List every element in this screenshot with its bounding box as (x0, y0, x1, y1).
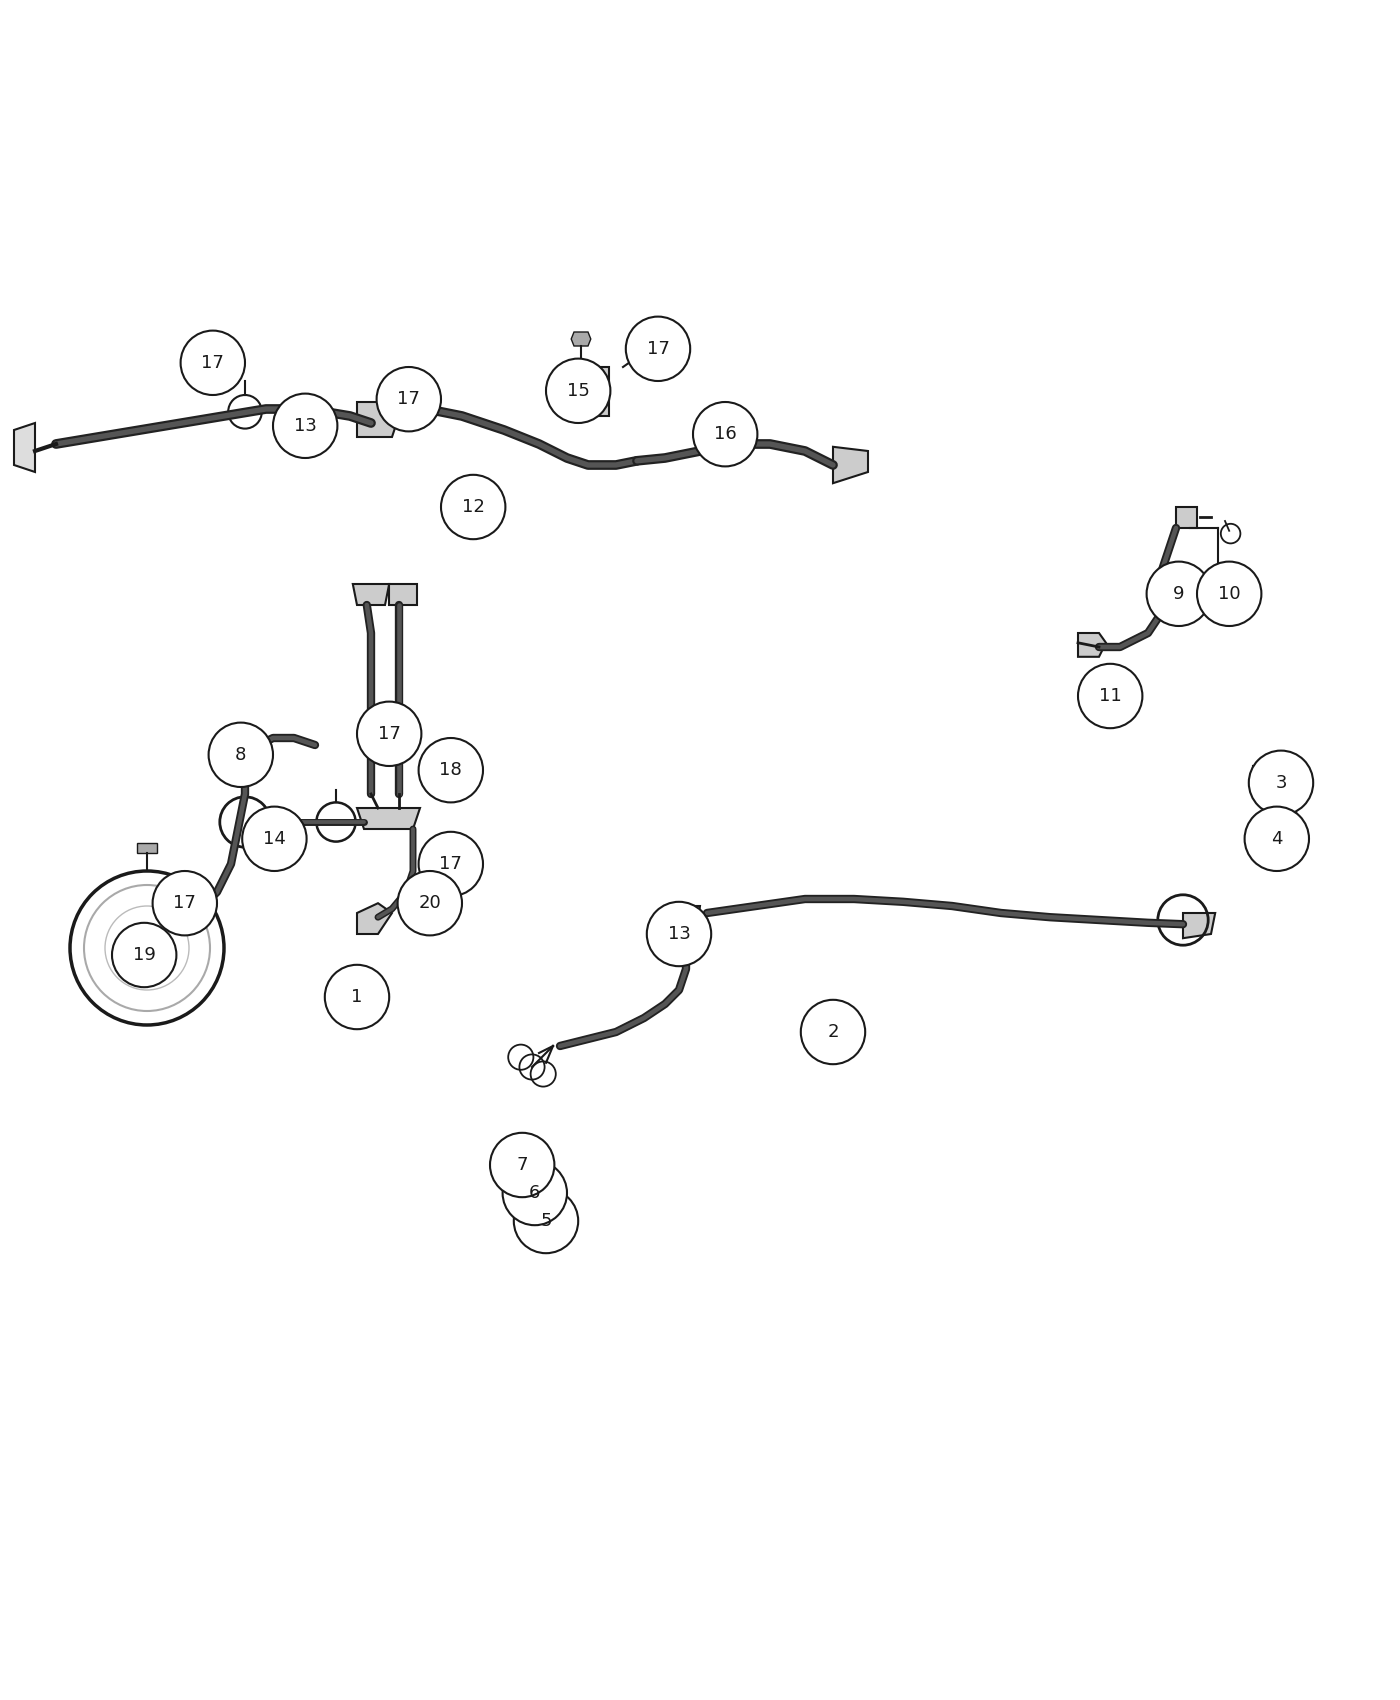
Circle shape (325, 966, 389, 1028)
Polygon shape (357, 903, 392, 933)
Polygon shape (137, 843, 157, 853)
Circle shape (209, 722, 273, 787)
Circle shape (546, 359, 610, 423)
Circle shape (398, 870, 462, 935)
Text: 17: 17 (174, 894, 196, 913)
Circle shape (647, 901, 711, 966)
Circle shape (357, 702, 421, 767)
Text: 16: 16 (714, 425, 736, 444)
Circle shape (1197, 561, 1261, 626)
Text: 13: 13 (668, 925, 690, 944)
Circle shape (153, 870, 217, 935)
Polygon shape (357, 401, 399, 437)
Text: 18: 18 (440, 762, 462, 779)
Circle shape (1147, 561, 1211, 626)
Circle shape (503, 1161, 567, 1226)
Polygon shape (353, 585, 389, 605)
Circle shape (1249, 751, 1313, 814)
Text: 17: 17 (440, 855, 462, 874)
Circle shape (693, 401, 757, 466)
Text: 5: 5 (540, 1212, 552, 1231)
Polygon shape (571, 332, 591, 347)
Polygon shape (389, 585, 417, 605)
Text: 17: 17 (398, 391, 420, 408)
Text: 17: 17 (202, 354, 224, 372)
Polygon shape (1176, 507, 1197, 529)
Circle shape (377, 367, 441, 432)
Polygon shape (833, 447, 868, 483)
Circle shape (273, 394, 337, 457)
Text: 6: 6 (529, 1183, 540, 1202)
Text: 20: 20 (419, 894, 441, 913)
Circle shape (419, 831, 483, 896)
Text: 12: 12 (462, 498, 484, 517)
Text: 11: 11 (1099, 687, 1121, 706)
Text: 1: 1 (351, 988, 363, 1006)
Text: 10: 10 (1218, 585, 1240, 604)
Circle shape (1078, 663, 1142, 728)
Circle shape (801, 1000, 865, 1064)
Text: 17: 17 (378, 724, 400, 743)
Circle shape (1245, 806, 1309, 870)
Circle shape (181, 330, 245, 394)
Text: 15: 15 (567, 382, 589, 399)
Polygon shape (1183, 913, 1215, 938)
Circle shape (112, 923, 176, 988)
Text: 7: 7 (517, 1156, 528, 1175)
Text: 14: 14 (263, 830, 286, 848)
Text: 19: 19 (133, 945, 155, 964)
Circle shape (242, 806, 307, 870)
Polygon shape (357, 808, 420, 830)
Text: 9: 9 (1173, 585, 1184, 604)
Polygon shape (1078, 632, 1106, 656)
Circle shape (419, 738, 483, 802)
Text: 8: 8 (235, 746, 246, 763)
Circle shape (626, 316, 690, 381)
Text: 17: 17 (647, 340, 669, 357)
Polygon shape (560, 367, 609, 416)
Polygon shape (672, 906, 700, 926)
Text: 13: 13 (294, 416, 316, 435)
Polygon shape (14, 423, 35, 473)
Text: 4: 4 (1271, 830, 1282, 848)
Circle shape (441, 474, 505, 539)
Circle shape (514, 1188, 578, 1253)
Polygon shape (1253, 767, 1277, 782)
Text: 3: 3 (1275, 774, 1287, 792)
Text: 2: 2 (827, 1023, 839, 1040)
Circle shape (490, 1132, 554, 1197)
